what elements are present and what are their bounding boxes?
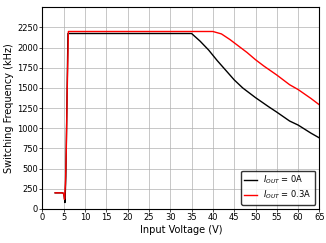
$I_{OUT}$ = 0A (65, 119, 69, 122)
$I_{OUT}$ = 0A (198, 40, 202, 43)
$I_{OUT}$ = 0.3A (296, 88, 300, 91)
$I_{OUT}$ = 0.3A (190, 30, 194, 33)
$I_{OUT}$ = 0A (104, 32, 108, 35)
$I_{OUT}$ = 0.3A (219, 33, 223, 35)
$I_{OUT}$ = 0A (53, 191, 57, 194)
X-axis label: Input Voltage (V): Input Voltage (V) (140, 225, 222, 235)
$I_{OUT}$ = 0A (168, 32, 172, 35)
$I_{OUT}$ = 0A (207, 49, 211, 52)
$I_{OUT}$ = 0A (62, 193, 66, 196)
$I_{OUT}$ = 0A (63, 201, 67, 204)
$I_{OUT}$ = 0.3A (168, 30, 172, 33)
$I_{OUT}$ = 0.3A (53, 191, 57, 194)
$I_{OUT}$ = 0A (64, 175, 68, 178)
$I_{OUT}$ = 0.3A (211, 30, 215, 33)
$I_{OUT}$ = 0.3A (64, 183, 67, 186)
Legend: $I_{OUT}$ = 0A, $I_{OUT}$ = 0.3A: $I_{OUT}$ = 0A, $I_{OUT}$ = 0.3A (241, 171, 315, 205)
$I_{OUT}$ = 0A (241, 87, 245, 89)
$I_{OUT}$ = 0.3A (262, 65, 266, 68)
$I_{OUT}$ = 0A (296, 124, 300, 127)
$I_{OUT}$ = 0A (318, 137, 321, 139)
$I_{OUT}$ = 0A (224, 69, 228, 72)
Line: $I_{OUT}$ = 0A: $I_{OUT}$ = 0A (55, 34, 319, 202)
$I_{OUT}$ = 0.3A (318, 104, 321, 106)
$I_{OUT}$ = 0A (66, 32, 70, 35)
$I_{OUT}$ = 0A (61, 191, 65, 194)
$I_{OUT}$ = 0.3A (62, 193, 66, 196)
Y-axis label: Switching Frequency (kHz): Switching Frequency (kHz) (4, 43, 14, 173)
$I_{OUT}$ = 0.3A (62, 195, 66, 198)
$I_{OUT}$ = 0.3A (64, 151, 68, 154)
$I_{OUT}$ = 0A (63, 198, 67, 201)
$I_{OUT}$ = 0.3A (288, 83, 291, 86)
$I_{OUT}$ = 0.3A (245, 51, 249, 54)
$I_{OUT}$ = 0A (70, 32, 74, 35)
$I_{OUT}$ = 0A (190, 32, 194, 35)
$I_{OUT}$ = 0A (266, 105, 270, 108)
$I_{OUT}$ = 0A (275, 111, 279, 114)
$I_{OUT}$ = 0.3A (126, 30, 130, 33)
$I_{OUT}$ = 0.3A (228, 38, 232, 41)
$I_{OUT}$ = 0.3A (61, 191, 65, 194)
$I_{OUT}$ = 0.3A (70, 30, 74, 33)
$I_{OUT}$ = 0.3A (63, 198, 67, 201)
$I_{OUT}$ = 0.3A (147, 30, 151, 33)
$I_{OUT}$ = 0A (83, 32, 87, 35)
$I_{OUT}$ = 0.3A (83, 30, 87, 33)
$I_{OUT}$ = 0A (309, 132, 313, 135)
$I_{OUT}$ = 0.3A (275, 74, 279, 77)
$I_{OUT}$ = 0A (62, 195, 66, 198)
$I_{OUT}$ = 0A (147, 32, 151, 35)
$I_{OUT}$ = 0.3A (309, 97, 313, 100)
$I_{OUT}$ = 0.3A (67, 30, 70, 33)
$I_{OUT}$ = 0A (288, 120, 291, 122)
$I_{OUT}$ = 0A (215, 59, 219, 62)
$I_{OUT}$ = 0.3A (65, 95, 69, 97)
$I_{OUT}$ = 0A (126, 32, 130, 35)
$I_{OUT}$ = 0A (254, 96, 258, 99)
$I_{OUT}$ = 0.3A (254, 58, 258, 61)
Line: $I_{OUT}$ = 0.3A: $I_{OUT}$ = 0.3A (55, 32, 319, 199)
$I_{OUT}$ = 0.3A (104, 30, 108, 33)
$I_{OUT}$ = 0A (232, 78, 236, 81)
$I_{OUT}$ = 0.3A (237, 44, 241, 47)
